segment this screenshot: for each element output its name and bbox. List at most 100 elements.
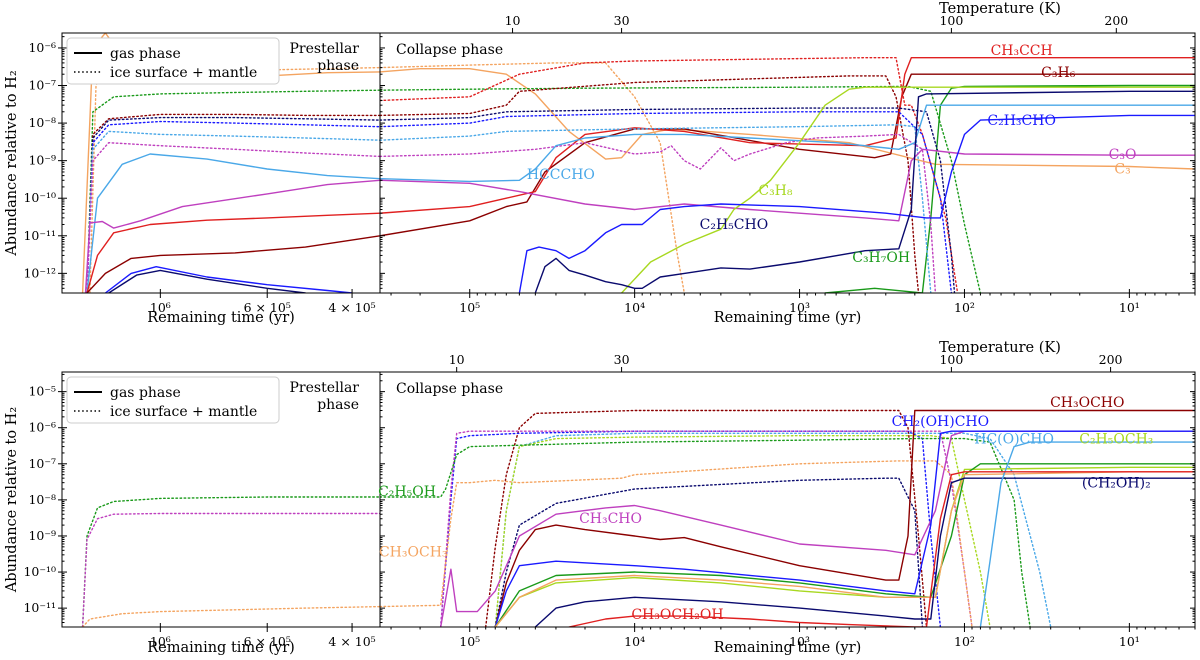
- series-C3O-solid-prestellar: [84, 179, 380, 293]
- y-tick-label: 10⁻¹¹: [23, 600, 56, 615]
- prestellar-phase-label-2: phase: [317, 58, 359, 74]
- series-C3-solid-collapse: [380, 68, 1195, 170]
- curve-label-CH3CHO: CH₃CHO: [579, 511, 642, 527]
- series-CH3CCH-solid-collapse: [380, 57, 1195, 214]
- curve-label-C2H5OCH3: C₂H₅OCH₃: [1079, 431, 1153, 447]
- series-CH2OH2-solid-collapse: [534, 477, 1195, 627]
- series-HCOCHO-solid-collapse: [979, 441, 1195, 627]
- y-tick-label: 10⁻⁷: [28, 78, 56, 93]
- top-axis-label: Temperature (K): [939, 340, 1061, 356]
- series-C2H5CHO-dotted-collapse: [380, 107, 956, 293]
- x-tick-label: 10⁵: [459, 300, 480, 315]
- top-tick-label: 10: [449, 352, 465, 367]
- series-C2H3CHO-solid-collapse: [518, 114, 1195, 293]
- series-CH3CCH-solid-prestellar: [86, 212, 380, 293]
- legend-label-dotted: ice surface + mantle: [110, 404, 257, 420]
- y-tick-label: 10⁻¹⁰: [23, 564, 56, 579]
- curve-label-HCOCHO: HC(O)CHO: [974, 431, 1054, 447]
- series-C2H5OCH3-solid-collapse: [494, 466, 1195, 627]
- x-tick-label: 10³: [789, 300, 810, 315]
- top-tick-label: 200: [1104, 13, 1128, 28]
- bottom-panel: 10⁻¹¹ 10⁻¹⁰ 10⁻⁹ 10⁻⁸ 10⁻⁷ 10⁻⁶ 10⁻⁵ Abundance …: [4, 340, 1196, 656]
- series-CH3OCH3-dotted-prestellar: [81, 605, 380, 627]
- prestellar-phase-label: Prestellar: [290, 41, 360, 57]
- curve-label-C3O: C₃O: [1109, 147, 1137, 163]
- collapse-curves: [380, 409, 1195, 627]
- series-HCOCHO-dotted-collapse: [494, 432, 1052, 627]
- series-CH3CHO-solid-collapse: [440, 430, 1195, 627]
- curve-label-C2H3CHO: C₂H₃CHO: [987, 113, 1056, 129]
- x-tick-label: 10⁶: [150, 634, 171, 649]
- series-CH3OCH3-dotted-collapse: [380, 460, 973, 627]
- x-tick-label: 6 × 10⁵: [244, 634, 291, 649]
- series-C3H8-solid-collapse: [620, 86, 1195, 293]
- series-C2H3CHO-dotted-collapse: [380, 111, 953, 293]
- series-CH2OH2-dotted-collapse: [494, 477, 924, 627]
- x-axis-label-collapse: Remaining time (yr): [714, 310, 862, 326]
- x-tick-label: 10⁴: [624, 300, 645, 315]
- curve-label-CH3OCH2OH: CH₃OCH₂OH: [631, 607, 723, 623]
- y-axis-label: Abundance relative to H₂: [4, 70, 20, 256]
- collapse-phase-label: Collapse phase: [396, 42, 503, 58]
- collapse-frame: [379, 32, 1196, 294]
- curve-label-CH3OCHO: CH₃OCHO: [1050, 395, 1124, 411]
- series-C3O-dotted-collapse: [380, 133, 937, 293]
- series-HCCCHO-solid-prestellar: [86, 153, 380, 293]
- top-axis-label: Temperature (K): [939, 1, 1061, 17]
- y-tick-label: 10⁻¹⁰: [23, 190, 56, 205]
- x-axis-label-prestellar: Remaining time (yr): [147, 310, 295, 326]
- x-tick-label: 10³: [789, 634, 810, 649]
- legend: gas phase ice surface + mantle: [66, 37, 280, 85]
- series-HCCCHO-dotted-collapse: [380, 124, 932, 293]
- prestellar-phase-label: Prestellar: [290, 380, 360, 396]
- x-tick-label: 4 × 10⁵: [328, 300, 375, 315]
- y-tick-label: 10⁻⁸: [28, 115, 56, 130]
- legend-label-dotted: ice surface + mantle: [110, 65, 257, 81]
- curve-label-C3H8: C₃H₈: [758, 183, 793, 199]
- curve-label-CH3OCH3: CH₃OCH₃: [379, 544, 448, 560]
- y-tick-label: 10⁻⁶: [28, 40, 56, 55]
- series-C2H5OH-solid-collapse: [494, 463, 1195, 627]
- top-panel: 10⁻¹² 10⁻¹¹ 10⁻¹⁰ 10⁻⁹ 10⁻⁸ 10⁻⁷ 10⁻⁶ Abundance…: [4, 1, 1196, 326]
- top-tick-label: 30: [614, 13, 630, 28]
- series-C3H7OH-dotted-collapse: [380, 85, 982, 293]
- y-tick-label: 10⁻⁷: [28, 456, 56, 471]
- legend-label-solid: gas phase: [110, 385, 181, 401]
- x-axis-label-prestellar: Remaining time (yr): [147, 640, 295, 656]
- x-tick-label: 6 × 10⁵: [244, 300, 291, 315]
- y-tick-label: 10⁻⁸: [28, 492, 56, 507]
- x-tick-label: 10¹: [1119, 634, 1140, 649]
- series-C3O-solid-collapse: [380, 148, 1195, 222]
- y-axis-label: Abundance relative to H₂: [4, 407, 20, 593]
- x-tick-label: 10⁵: [459, 634, 480, 649]
- x-tick-label: 10⁶: [150, 300, 171, 315]
- curve-label-C3: C₃: [1114, 162, 1130, 178]
- series-C2H5OCH3-dotted-collapse: [494, 435, 991, 627]
- series-CH3CHO-dotted-collapse: [440, 430, 973, 627]
- y-tick-label: 10⁻⁶: [28, 420, 56, 435]
- series-C2H5OH-dotted-collapse: [380, 437, 1031, 627]
- series-C2H3CHO-solid-prestellar: [104, 266, 353, 293]
- prestellar-curves: [81, 496, 380, 627]
- series-C3H6-solid-prestellar: [86, 235, 380, 293]
- x-tick-label: 10⁴: [624, 634, 645, 649]
- curve-label-CH2OHCHO: CH₂(OH)CHO: [892, 414, 990, 430]
- curve-label-C2H5CHO: C₂H₅CHO: [700, 217, 769, 233]
- legend-box: [66, 37, 280, 85]
- y-tick-label: 10⁻¹¹: [23, 228, 56, 243]
- x-axis-label-collapse: Remaining time (yr): [714, 640, 862, 656]
- series-CH3OCH3-solid-collapse: [494, 471, 1195, 627]
- series-C3H6-dotted-prestellar: [86, 113, 380, 293]
- prestellar-phase-label-2: phase: [317, 397, 359, 413]
- series-CH3CHO-dotted-prestellar: [81, 512, 380, 627]
- top-tick-label: 200: [1099, 352, 1123, 367]
- x-tick-label: 10¹: [1119, 300, 1140, 315]
- series-HCCCHO-dotted-prestellar: [86, 130, 380, 293]
- y-tick-label: 10⁻¹²: [23, 265, 56, 280]
- collapse-phase-label: Collapse phase: [396, 381, 503, 397]
- y-tick-label: 10⁻⁹: [28, 528, 56, 543]
- series-CH2OHCHO-solid-collapse: [494, 430, 1195, 627]
- series-CH3OCH2OH-solid-collapse: [568, 471, 1195, 627]
- top-tick-label: 30: [614, 352, 630, 367]
